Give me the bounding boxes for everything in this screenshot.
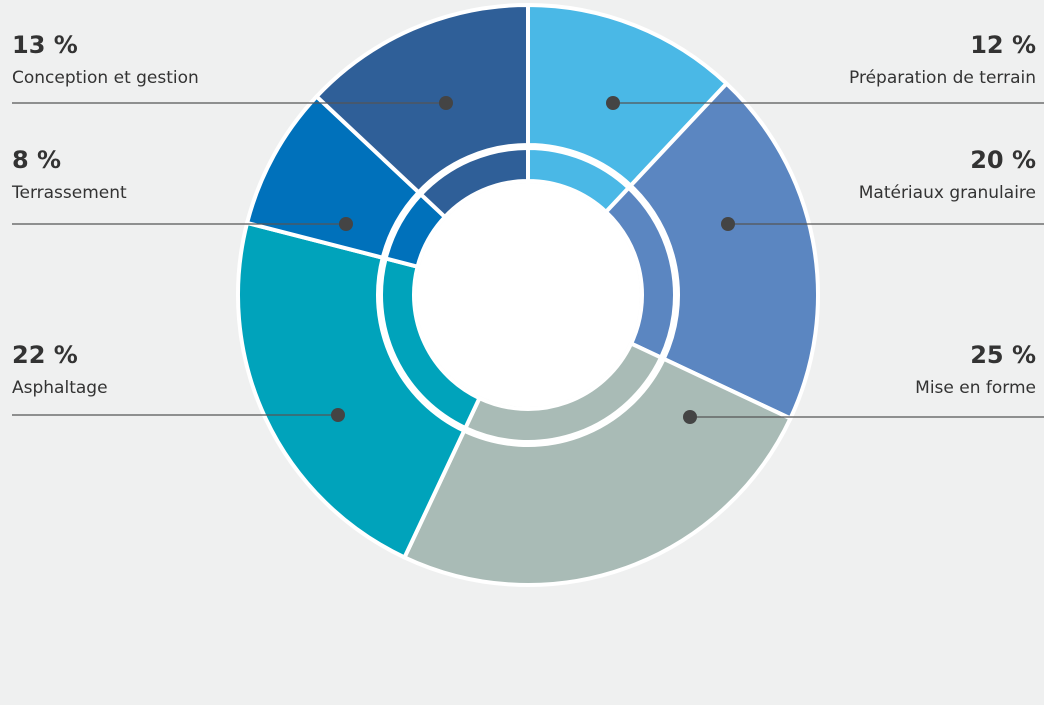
category-label: Terrassement [11, 183, 127, 203]
percent-label: 25 % [970, 341, 1036, 369]
percent-label: 20 % [970, 146, 1036, 174]
chart: 12 % Préparation de terrain 20 % Matériaux … [0, 0, 1044, 705]
page: 12 % Préparation de terrain 20 % Matériaux … [0, 0, 1044, 705]
category-label: Matériaux granulaire [859, 183, 1036, 203]
percent-label: 12 % [970, 31, 1036, 59]
percent-label: 8 % [12, 146, 61, 174]
percent-label: 22 % [12, 341, 78, 369]
leader-dot [439, 96, 453, 110]
leader-dot [331, 408, 345, 422]
center-hole [416, 183, 640, 407]
category-label: Asphaltage [12, 378, 108, 398]
leader-dot [606, 96, 620, 110]
leader-dot [683, 410, 697, 424]
percent-label: 13 % [12, 31, 78, 59]
category-label: Préparation de terrain [849, 68, 1036, 88]
category-label: Conception et gestion [12, 68, 199, 88]
leader-dot [721, 217, 735, 231]
leader-dot [339, 217, 353, 231]
category-label: Mise en forme [915, 378, 1036, 398]
